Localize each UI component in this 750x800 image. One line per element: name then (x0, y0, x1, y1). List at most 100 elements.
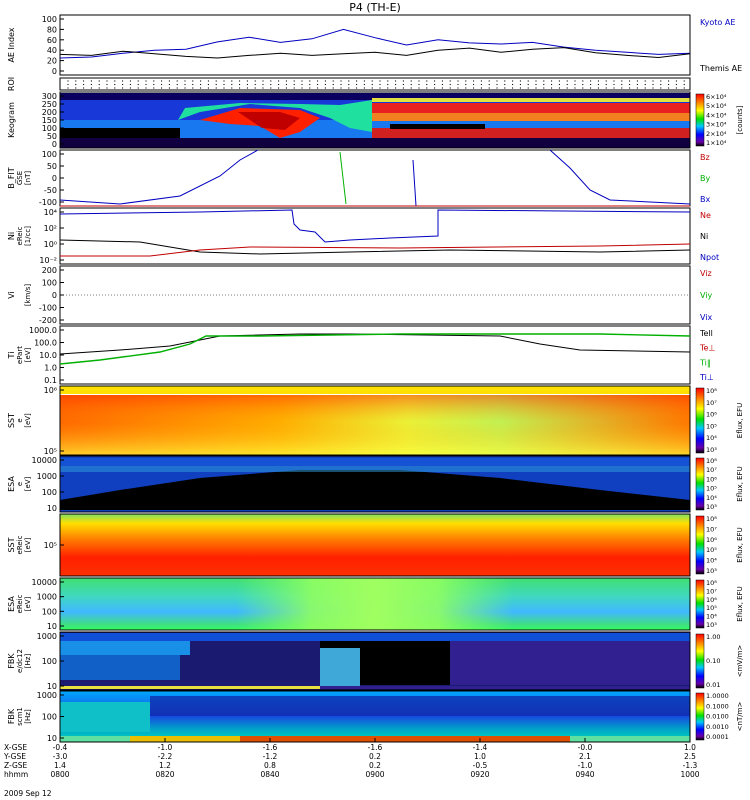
roi-dot (98, 80, 100, 82)
x-row-value-2-1: 1.2 (159, 761, 171, 770)
roi-dot (535, 83, 537, 86)
roi-dot (122, 80, 124, 82)
roi-dot (129, 80, 131, 82)
colorbar-label-sst_i-1: 10⁷ (706, 525, 717, 533)
y-tick-label-ae-2: 60 (47, 36, 57, 45)
roi-dot (348, 80, 350, 82)
roi-dot (457, 87, 459, 89)
colorbar-label-sst_i-0: 10⁸ (706, 515, 717, 523)
y-tick-label-ae-3: 40 (47, 46, 57, 55)
roi-dot (535, 80, 537, 82)
roi-dot (644, 83, 646, 86)
colorbar-label-esa_e-4: 10⁴ (706, 494, 717, 502)
roi-dot (371, 83, 373, 86)
x-row-name-1: Y-GSE (3, 752, 26, 761)
roi-dot (223, 80, 225, 82)
roi-dot (98, 87, 100, 89)
bfit-by-line (339, 151, 347, 205)
colorbar-label-keogram-1: 5×10⁴ (706, 102, 727, 110)
roi-dot (114, 83, 116, 86)
roi-dot (426, 87, 428, 89)
roi-dot (426, 83, 428, 86)
y-label2-sst_i: eReic (16, 535, 24, 554)
roi-dot (278, 83, 280, 86)
roi-dot (597, 83, 600, 86)
roi-dot (200, 83, 202, 86)
roi-dot (379, 87, 381, 89)
y-label-sst_e: SST (7, 413, 16, 428)
colorbar-label-sst_e-5: 10³ (706, 446, 717, 454)
roi-dot (371, 80, 373, 82)
roi-dot (613, 83, 615, 86)
roi-dot (395, 80, 397, 82)
roi-dot (332, 87, 334, 89)
roi-dot (200, 87, 202, 89)
colorbar-label-esa_i-1: 10⁷ (706, 587, 717, 595)
roi-dot (293, 83, 295, 86)
ti-ti (59, 333, 691, 365)
x-row-value-2-5: -1.0 (578, 761, 593, 770)
y-tick-label-vi-0: 200 (42, 266, 57, 275)
colorbar-fbk_e (695, 633, 705, 689)
y-unit-sst_i: [eV] (24, 537, 32, 552)
roi-dot (652, 80, 654, 82)
roi-dot (90, 80, 92, 82)
roi-dot (106, 80, 108, 82)
colorbar-esa_i (695, 579, 705, 629)
roi-dot (317, 80, 319, 82)
roi-dot (262, 87, 264, 89)
roi-dot (449, 87, 451, 89)
roi-dot (239, 83, 241, 86)
y-tick-label-ti-3: 1.0 (44, 364, 57, 373)
roi-dot (395, 83, 397, 86)
panel-frame-ae (59, 14, 691, 76)
roi-dot (488, 87, 490, 89)
roi-dot (621, 80, 623, 82)
roi-dot (387, 87, 389, 89)
roi-dot (675, 87, 678, 89)
y-tick-label-vi-3: -100 (39, 304, 57, 313)
roi-dot (184, 83, 186, 86)
roi-dot (668, 83, 670, 86)
roi-dot (543, 80, 545, 82)
legend-ae-1: Themis AE (699, 64, 742, 73)
x-row-value-0-1: -1.0 (158, 743, 173, 752)
fbk-e-cyan-burst (320, 648, 360, 686)
roi-dot (465, 87, 467, 89)
roi-dot (223, 83, 225, 86)
y-tick-label-esa_e-1: 1000 (37, 472, 57, 481)
x-row-name-3: hhmm (4, 770, 28, 779)
colorbar-label-keogram-4: 2×10⁴ (706, 130, 727, 138)
roi-dot (231, 83, 233, 86)
x-row-value-3-3: 0900 (365, 770, 384, 779)
y-label-bfit: B_FIT (7, 167, 16, 188)
roi-dot (75, 87, 77, 89)
x-row-value-3-6: 1000 (680, 770, 699, 779)
colorbar-fbk_b (695, 692, 705, 741)
x-row-value-0-3: -1.6 (368, 743, 383, 752)
roi-dot (480, 87, 482, 89)
roi-dot (301, 80, 303, 82)
roi-dot (574, 80, 576, 82)
series-line-ae-0 (59, 28, 691, 59)
x-row-value-3-5: 0940 (575, 770, 594, 779)
bfit-bx-drop (412, 159, 417, 207)
roi-dot (176, 83, 178, 86)
colorbar-label-fbk_b-4: 0.0001 (706, 733, 729, 741)
roi-dot (449, 80, 451, 82)
legend-bfit-1: By (700, 174, 710, 183)
legend-vi-0: Viz (700, 269, 712, 278)
roi-dot (379, 83, 381, 86)
roi-dot (504, 80, 506, 82)
roi-dot (543, 87, 545, 89)
roi-dot (324, 87, 326, 89)
spectrogram-fills (60, 93, 690, 742)
y-label-vi: Vi (7, 291, 16, 299)
panel-frame-sst_e (59, 385, 691, 456)
roi-dot (192, 80, 194, 82)
roi-dot (239, 87, 241, 89)
ni-npot (59, 209, 691, 243)
colorbar-unit-esa_e: Eflux, EFU (736, 466, 744, 501)
roi-dot (597, 80, 600, 82)
y-tick-label-fbk_b-1: 100 (42, 713, 57, 722)
